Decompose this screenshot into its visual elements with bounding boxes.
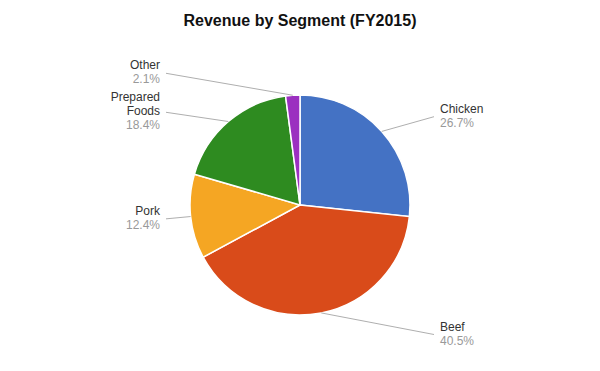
pie-slice [286,95,300,205]
slice-name: PreparedFoods [111,90,160,118]
pie-slice [300,95,410,217]
slice-name: Beef [440,320,465,334]
chart-container: Revenue by Segment (FY2015) Chicken26.7% B… [0,0,600,371]
slice-name: Chicken [440,102,483,116]
slice-name-line: Chicken [440,102,483,116]
slice-name-line: Other [130,58,160,72]
chart-svg: Revenue by Segment (FY2015) Chicken26.7% B… [0,0,600,371]
pie-group: Chicken26.7% Beef40.5% Pork12.4% PreparedFo… [111,58,484,347]
leader-line [166,73,293,95]
slice-name-line: Foods [127,104,160,118]
leader-lines [166,73,434,334]
slice-name-line: Prepared [111,90,160,104]
pie-slice [194,96,300,205]
data-label: 12.4% [126,218,160,232]
data-label: 26.7% [440,116,474,130]
leader-line [382,117,434,132]
data-label: 40.5% [440,334,474,348]
slice-labels: Chicken26.7% Beef40.5% Pork12.4% PreparedFo… [111,58,484,347]
data-label: 18.4% [126,118,160,132]
leader-line [166,112,228,121]
slice-name-line: Beef [440,320,465,334]
leader-line [321,313,434,335]
slices [190,95,410,315]
slice-name-line: Pork [135,204,161,218]
slice-name: Pork [135,204,161,218]
chart-title: Revenue by Segment (FY2015) [184,12,417,29]
leader-line [166,217,191,219]
slice-name: Other [130,58,160,72]
data-label: 2.1% [133,72,161,86]
